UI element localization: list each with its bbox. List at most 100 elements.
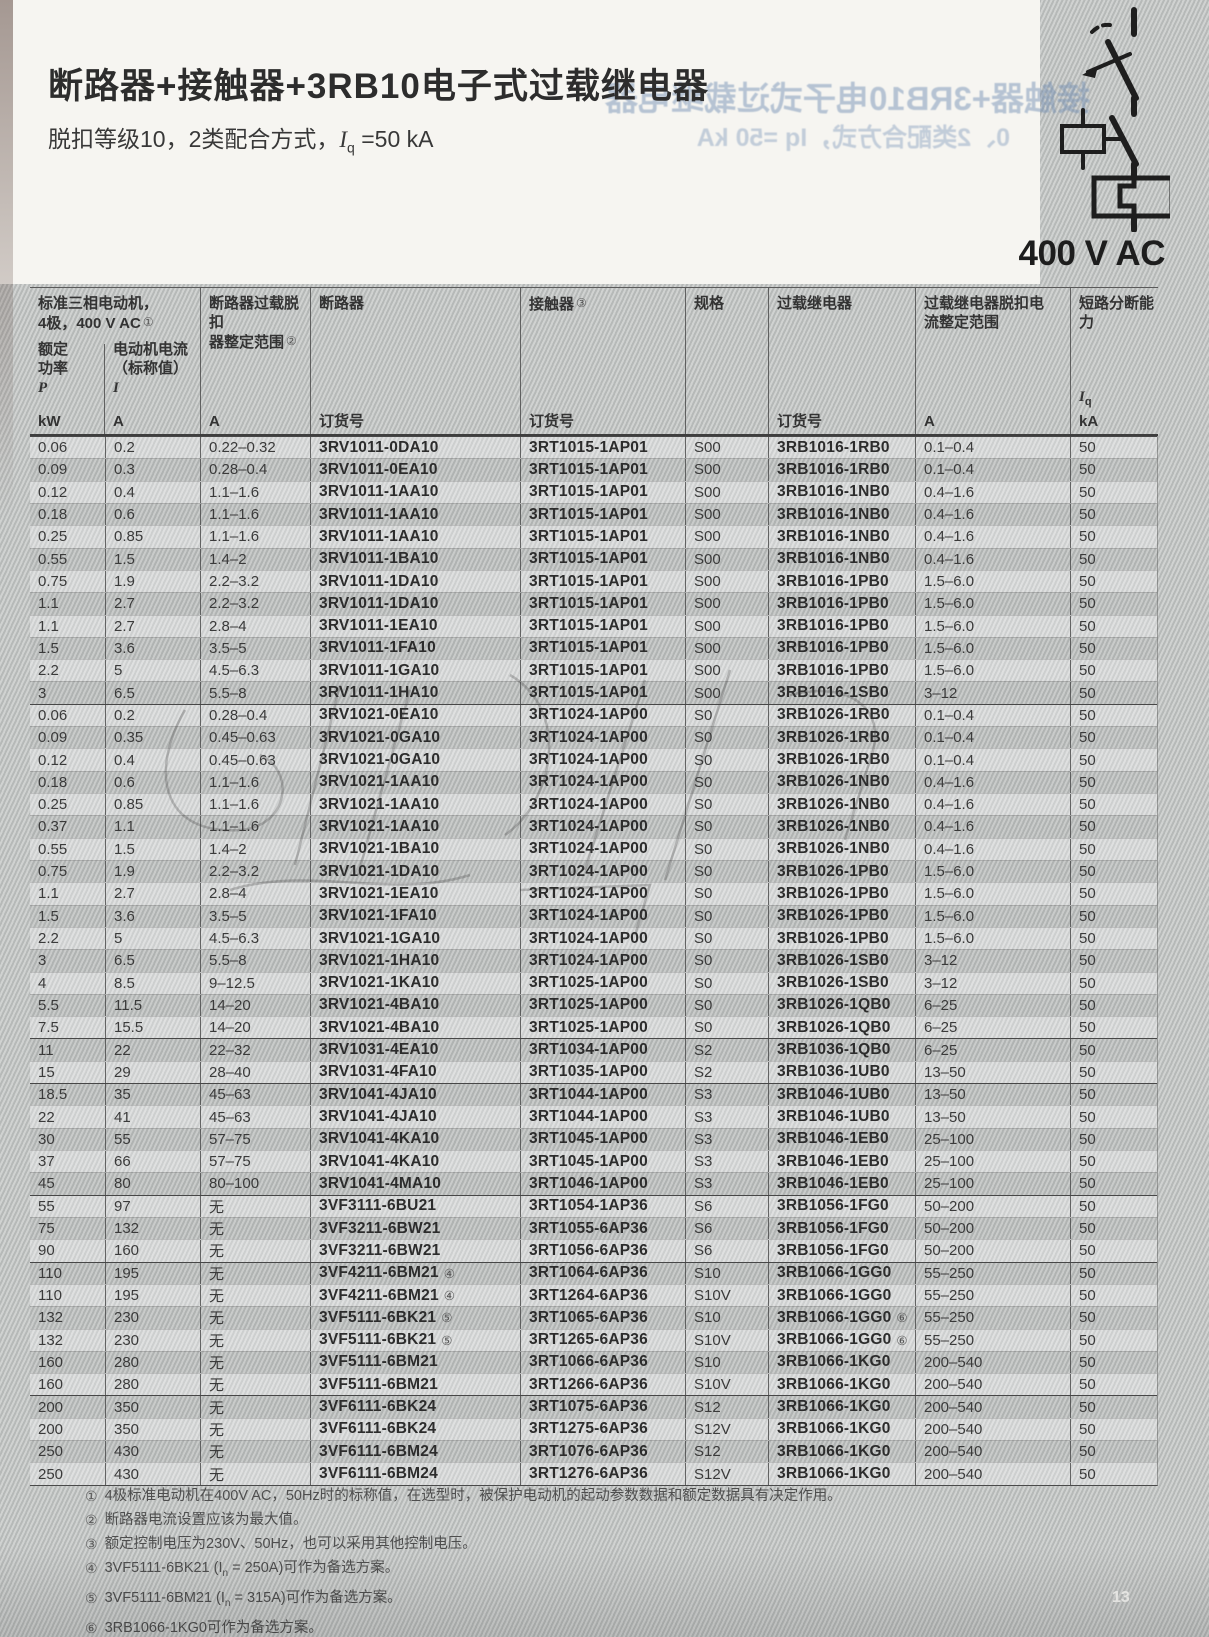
cell-a: 22–32 [200,1039,310,1061]
cell-ol: 3RB1026-1RB0 [768,727,915,749]
subtitle-symbol: I [339,127,348,152]
cell-ct: 3RT1264-6AP36 [520,1284,685,1307]
cell-ct: 3RT1025-1AP00 [520,972,685,994]
cell-ol: 3RB1036-1UB0 [768,1061,915,1084]
cell-i: 0.85 [105,526,200,548]
cell-cb: 3RV1011-0EA10 [310,459,520,481]
table-row: 0.06 0.2 0.28–0.4 3RV1021-0EA10 3RT1024-1AP0… [30,703,1157,727]
cell-ka: 50 [1070,1106,1158,1128]
cell-a: 1.1–1.6 [200,794,310,816]
cell-i: 3.6 [105,905,200,927]
table-row: 0.06 0.2 0.22–0.32 3RV1011-0DA10 3RT1015-1AP… [30,436,1158,459]
cell-a: 9–12.5 [200,972,310,994]
cell-ct: 3RT1015-1AP01 [520,682,685,704]
cell-i: 11.5 [105,994,200,1017]
cell-ol: 3RB1016-1PB0 [768,593,915,615]
cell-ka: 50 [1070,437,1158,459]
cell-ka: 50 [1070,548,1158,570]
cell-ra: 200–540 [915,1441,1070,1463]
power-label-2: 功率 [38,360,69,377]
cell-ol: 3RB1056-1FG0 [768,1240,915,1262]
table-row: 110 195 无 3VF4211-6BM21 ④ 3RT1264-6AP36 S10V 3R… [30,1283,1157,1307]
cell-ol: 3RB1066-1GG0 ⑥ [768,1307,915,1329]
cell-i: 0.2 [105,437,200,459]
cell-ka: 50 [1070,1262,1158,1284]
breaking-capacity-symbol: Iq [1079,389,1092,408]
cell-cb: 3RV1021-0GA10 [310,749,520,771]
cell-sz: S10V [685,1329,768,1351]
overload-range-line2: 流整定范围 [924,314,1000,331]
cell-a: 1.1–1.6 [200,503,310,526]
cell-sz: S2 [685,1061,768,1084]
cell-cb: 3RV1011-1HA10 [310,682,520,704]
cell-ra: 25–100 [915,1128,1070,1150]
cell-sz: S00 [685,437,768,459]
cell-ol: 3RB1066-1KG0 [768,1463,915,1485]
footnote: ② 断路器电流设置应该为最大值。 [85,1512,308,1528]
table-row: 0.18 0.6 1.1–1.6 3RV1011-1AA10 3RT1015-1AP01… [30,502,1157,526]
cell-ka: 50 [1070,771,1158,793]
cell-ka: 50 [1070,883,1158,905]
cell-ct: 3RT1066-6AP36 [520,1351,685,1374]
cell-cb: 3VF5111-6BK21 ⑤ [310,1329,520,1351]
table-row: 0.12 0.4 1.1–1.6 3RV1011-1AA10 3RT1015-1AP01… [30,480,1157,503]
cell-cb: 3RV1041-4JA10 [310,1106,520,1128]
cell-a: 1.1–1.6 [200,816,310,838]
cell-p: 2.2 [38,662,59,680]
cell-ra: 0.4–1.6 [915,771,1070,793]
cell-ol: 3RB1016-1NB0 [768,503,915,526]
cell-cb: 3VF4211-6BM21 ④ [310,1262,520,1284]
cell-ra: 0.4–1.6 [915,548,1070,570]
cell-cb: 3VF3211-6BW21 [310,1240,520,1262]
cell-a: 45–63 [200,1084,310,1106]
cell-a: 2.8–4 [200,883,310,905]
cell-i: 230 [105,1329,200,1351]
cell-i: 1.9 [105,570,200,593]
cell-i: 0.85 [105,794,200,816]
cell-ka: 50 [1070,1061,1158,1084]
cell-p: 37 [38,1153,55,1171]
cell-sz: S0 [685,704,768,727]
cell-a: 1.1–1.6 [200,526,310,548]
cell-sz: S10V [685,1374,768,1396]
cell-ct: 3RT1055-6AP36 [520,1217,685,1240]
cell-cb: 3RV1021-0EA10 [310,704,520,727]
cell-ra: 0.1–0.4 [915,727,1070,749]
cell-ka: 50 [1070,816,1158,838]
cell-p: 1.5 [38,907,59,925]
cell-ra: 1.5–6.0 [915,927,1070,950]
cell-p: 160 [38,1353,64,1371]
cell-ra: 3–12 [915,972,1070,994]
table-row: 1.5 3.6 3.5–5 3RV1021-1FA10 3RT1024-1AP00 S0 3… [30,904,1157,927]
cell-i: 350 [105,1418,200,1441]
cell-cb: 3RV1011-1DA10 [310,570,520,593]
table-row: 7.5 15.5 14–20 3RV1021-4BA10 3RT1025-1AP00 S0… [30,1016,1157,1039]
cell-ra: 25–100 [915,1173,1070,1195]
power-symbol: P [38,380,48,396]
table-row: 200 350 无 3VF6111-6BK24 3RT1075-6AP36 S12 3RB1… [30,1395,1157,1418]
cell-p: 0.06 [38,439,68,457]
cell-cb: 3RV1021-0GA10 [310,727,520,749]
table-row: 0.18 0.6 1.1–1.6 3RV1021-1AA10 3RT1024-1AP00… [30,770,1158,793]
cell-p: 0.75 [38,573,68,591]
cb-range-line2: 器整定范围 [209,334,285,351]
cell-cb: 3RV1021-1AA10 [310,816,520,838]
cell-a: 无 [200,1284,310,1307]
cell-cb: 3RV1011-1AA10 [310,526,520,548]
cell-cb: 3RV1041-4JA10 [310,1084,520,1106]
cell-cb: 3RV1021-1KA10 [310,972,520,994]
cell-p: 250 [38,1443,64,1461]
bleed-through-subtitle: 0、2类配合方式，Iq =50 kA [696,124,1010,152]
cell-i: 0.4 [105,749,200,771]
cell-ra: 6–25 [915,994,1070,1017]
page-title: 断路器+接触器+3RB10电子式过载继电器 [48,67,709,106]
cell-i: 1.1 [105,816,200,838]
cell-i: 15.5 [105,1017,200,1039]
cell-ra: 0.4–1.6 [915,503,1070,526]
cell-a: 14–20 [200,994,310,1017]
cell-ct: 3RT1076-6AP36 [520,1441,685,1463]
subtitle-suffix: =50 kA [354,126,434,152]
cell-ct: 3RT1025-1AP00 [520,994,685,1017]
cell-p: 90 [38,1242,55,1260]
cell-ol: 3RB1026-1NB0 [768,816,915,838]
